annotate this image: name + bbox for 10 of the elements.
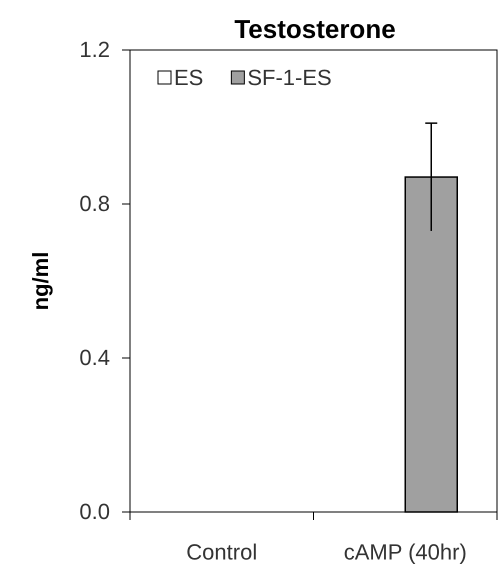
chart-title: Testosterone bbox=[234, 14, 396, 44]
y-tick-label: 1.2 bbox=[79, 37, 110, 62]
y-axis-title: ng/ml bbox=[28, 252, 53, 310]
y-tick-label: 0.8 bbox=[79, 191, 110, 216]
legend-label: ES bbox=[174, 65, 204, 90]
x-tick-label: cAMP (40hr) bbox=[344, 540, 467, 565]
y-tick-label: 0.4 bbox=[79, 345, 110, 370]
legend-label: SF-1-ES bbox=[247, 65, 332, 90]
y-tick-label: 0.0 bbox=[79, 499, 110, 524]
x-tick-label: Control bbox=[186, 540, 258, 565]
